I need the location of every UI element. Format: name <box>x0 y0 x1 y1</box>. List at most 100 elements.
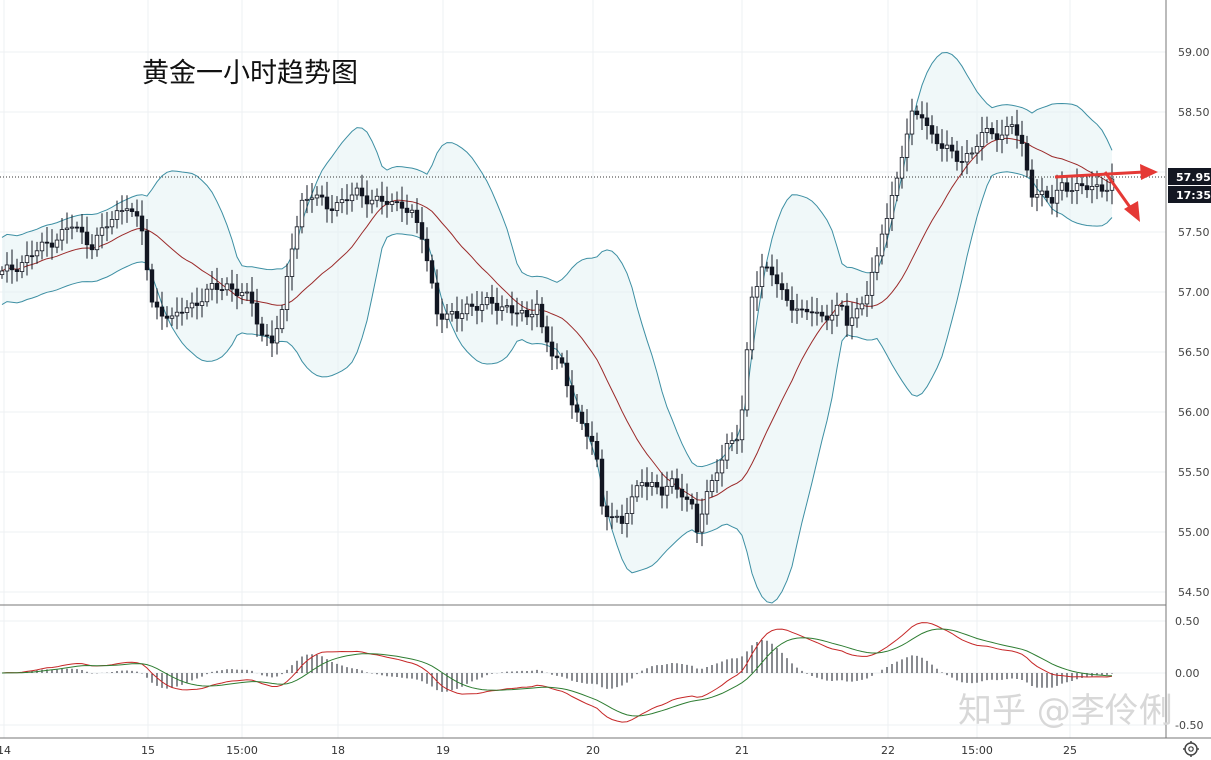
candle-body <box>789 300 795 311</box>
candle <box>479 291 485 323</box>
candle <box>754 271 760 312</box>
candle <box>999 119 1005 154</box>
candle <box>774 259 780 298</box>
candle <box>969 147 975 159</box>
candle <box>469 293 475 316</box>
candle-body <box>454 311 460 319</box>
macd-tick-label: 0.00 <box>1175 667 1200 680</box>
candle-body <box>999 134 1005 140</box>
candle-body <box>439 313 445 320</box>
candle <box>874 247 880 281</box>
candle-body <box>1084 185 1090 191</box>
candle <box>579 404 585 431</box>
candle-body <box>834 304 840 316</box>
current-price-label: 57.95 <box>1176 171 1211 184</box>
y-tick-label: 55.50 <box>1178 466 1210 479</box>
candle-body <box>589 435 595 442</box>
candle-body <box>29 255 35 258</box>
y-tick-label: 59.00 <box>1178 46 1210 59</box>
candle-body <box>609 516 615 519</box>
candle-body <box>459 313 465 319</box>
candle-body <box>769 266 775 276</box>
candle <box>259 316 265 342</box>
candle-body <box>239 292 245 297</box>
candle <box>349 182 355 212</box>
candle-body <box>39 241 45 252</box>
candle-body <box>0 270 5 275</box>
candle-body <box>889 195 895 219</box>
candle <box>464 296 470 321</box>
band-fill <box>2 52 1112 603</box>
candle <box>784 282 790 307</box>
candle <box>644 467 650 501</box>
candle-body <box>824 315 830 321</box>
candle-body <box>579 411 585 424</box>
candle-body <box>179 311 185 314</box>
candle <box>539 297 545 334</box>
candle-body <box>4 264 10 272</box>
candle-body <box>114 210 120 220</box>
candle-body <box>744 349 750 411</box>
candle <box>79 213 85 245</box>
candle-body <box>1034 194 1040 198</box>
candle <box>319 185 325 206</box>
candle-body <box>1099 184 1105 192</box>
candle-body <box>764 266 770 269</box>
candle-body <box>259 323 265 336</box>
candle <box>574 393 580 423</box>
candle-body <box>564 362 570 387</box>
candle-body <box>1009 124 1015 127</box>
candle-body <box>639 482 645 487</box>
candle-body <box>1089 186 1095 191</box>
candle-body <box>434 282 440 315</box>
candle-body <box>324 196 330 210</box>
candle <box>49 229 55 260</box>
candle <box>974 134 980 164</box>
candle <box>1069 176 1075 204</box>
candle <box>454 296 460 332</box>
candle-body <box>699 513 705 533</box>
candle <box>1104 179 1110 202</box>
candle <box>444 304 450 329</box>
candle-body <box>149 269 155 303</box>
candle-body <box>674 478 680 490</box>
red-arrows <box>1054 164 1158 222</box>
candle-body <box>64 227 70 230</box>
x-tick-label: 15 <box>141 744 155 757</box>
candle-body <box>709 480 715 493</box>
candle-body <box>479 304 485 311</box>
candle-body <box>894 177 900 196</box>
candle <box>74 221 80 233</box>
candle <box>1039 177 1045 207</box>
y-tick-label: 57.00 <box>1178 286 1210 299</box>
candle <box>314 186 320 206</box>
candle-body <box>494 302 500 311</box>
candle <box>179 297 185 326</box>
candle-body <box>399 201 405 209</box>
candle-body <box>404 207 410 213</box>
signal-line <box>1 628 1113 717</box>
candle-body <box>444 313 450 320</box>
candle <box>1054 174 1060 218</box>
candle <box>459 299 465 332</box>
candle <box>849 302 855 340</box>
candle <box>24 241 30 276</box>
candle-body <box>799 308 805 311</box>
candle <box>749 286 755 360</box>
candle-body <box>19 262 25 273</box>
candle <box>224 277 230 296</box>
candle <box>819 305 825 323</box>
candle-body <box>309 197 315 200</box>
candle <box>514 297 520 327</box>
candle <box>929 115 935 144</box>
candle-body <box>1024 143 1030 171</box>
time-axis: 14 15 15:00 18 19 20 21 22 15:00 25 <box>0 744 1077 757</box>
candle <box>394 191 400 212</box>
candle-body <box>344 199 350 202</box>
settings-gear-icon[interactable] <box>1183 741 1199 757</box>
candle-body <box>79 226 85 233</box>
candle-body <box>359 187 365 197</box>
candle <box>674 468 680 499</box>
candle <box>734 424 740 455</box>
candle <box>519 301 525 322</box>
